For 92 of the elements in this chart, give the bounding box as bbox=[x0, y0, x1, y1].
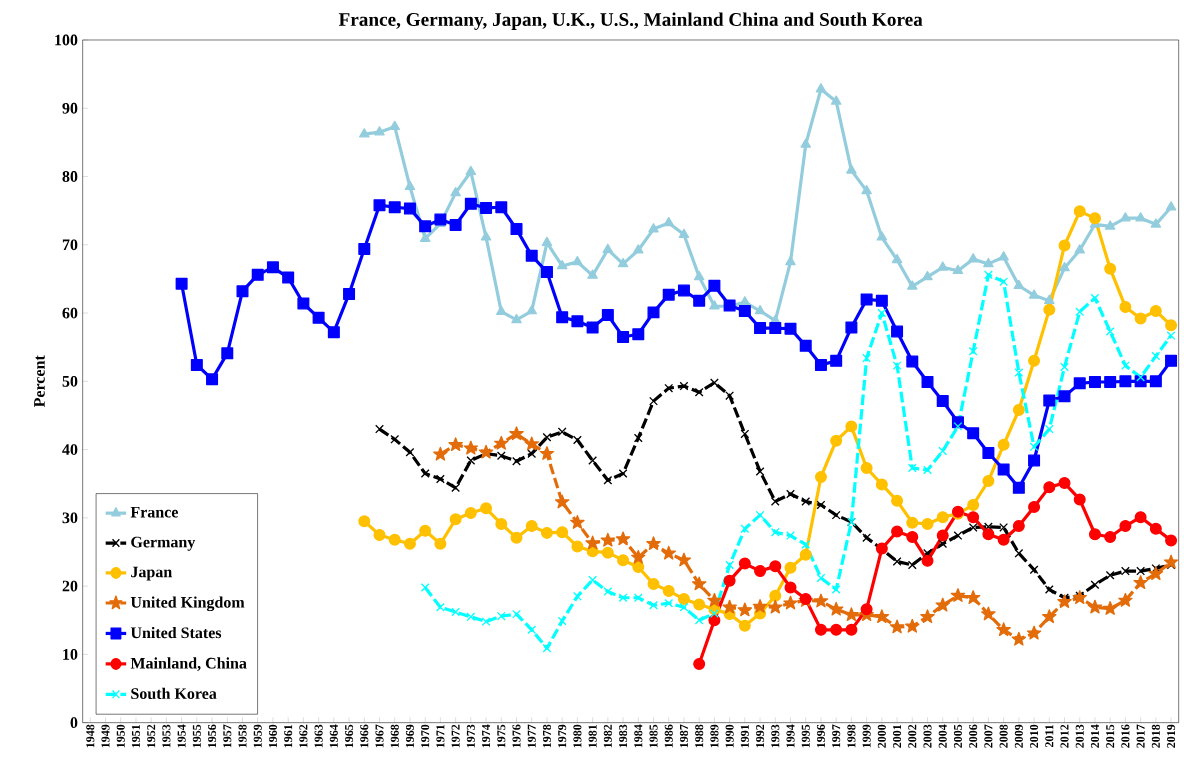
y-tick-label: 70 bbox=[62, 239, 78, 251]
x-tick-label: 1993 bbox=[771, 724, 780, 748]
x-tick-label: 2005 bbox=[953, 724, 963, 748]
chart-title: France, Germany, Japan, U.K., U.S., Mainland China and South Korea bbox=[338, 12, 923, 30]
x-tick-label: 1994 bbox=[786, 724, 795, 748]
x-tick-label: 1948 bbox=[86, 724, 95, 748]
legend-label: Japan bbox=[131, 566, 172, 581]
x-tick-label: 1976 bbox=[512, 724, 521, 748]
x-tick-label: 2000 bbox=[877, 724, 886, 748]
x-tick-label: 1985 bbox=[649, 724, 658, 748]
x-tick-label: 1977 bbox=[527, 724, 536, 748]
x-tick-label: 1978 bbox=[542, 724, 552, 748]
y-axis-title: Percent bbox=[34, 355, 45, 407]
x-tick-label: 1961 bbox=[284, 724, 293, 748]
x-tick-label: 1951 bbox=[131, 724, 140, 748]
x-tick-label: 2002 bbox=[908, 724, 917, 748]
y-tick-label: 10 bbox=[63, 648, 78, 660]
x-tick-label: 1984 bbox=[634, 724, 643, 748]
x-tick-label: 2016 bbox=[1121, 724, 1130, 748]
y-tick-label: 100 bbox=[55, 34, 78, 46]
x-tick-label: 1956 bbox=[208, 724, 217, 748]
x-tick-label: 2011 bbox=[1045, 724, 1054, 747]
legend-label: Germany bbox=[131, 536, 196, 551]
x-tick-label: 1981 bbox=[588, 724, 597, 748]
y-tick-label: 30 bbox=[62, 512, 78, 524]
x-tick-label: 1952 bbox=[147, 724, 156, 748]
x-tick-label: 1963 bbox=[314, 724, 323, 748]
x-tick-label: 2009 bbox=[1014, 724, 1023, 748]
x-tick-label: 2013 bbox=[1075, 724, 1084, 748]
legend-label: United Kingdom bbox=[130, 596, 245, 611]
x-tick-label: 1986 bbox=[664, 724, 673, 748]
x-tick-label: 1989 bbox=[710, 724, 719, 748]
x-tick-label: 2019 bbox=[1167, 724, 1176, 748]
legend-label: United States bbox=[130, 626, 222, 638]
x-tick-label: 1999 bbox=[862, 724, 871, 748]
y-tick-label: 40 bbox=[62, 444, 78, 455]
x-tick-label: 1958 bbox=[238, 724, 247, 748]
x-tick-label: 2006 bbox=[969, 724, 978, 748]
x-tick-label: 1996 bbox=[816, 724, 825, 748]
x-tick-label: 2010 bbox=[1030, 724, 1039, 748]
x-tick-label: 1962 bbox=[299, 724, 308, 748]
legend-label: Mainland, China bbox=[130, 657, 247, 671]
x-tick-label: 2008 bbox=[999, 724, 1008, 748]
x-tick-label: 2007 bbox=[984, 724, 993, 748]
x-tick-label: 1997 bbox=[832, 724, 841, 748]
x-tick-label: 1980 bbox=[573, 724, 582, 748]
x-tick-label: 1953 bbox=[162, 724, 171, 748]
x-tick-label: 1983 bbox=[619, 724, 628, 748]
x-tick-label: 1949 bbox=[101, 724, 110, 748]
x-tick-label: 1966 bbox=[360, 724, 369, 748]
x-tick-label: 1988 bbox=[695, 724, 704, 748]
x-tick-label: 1959 bbox=[253, 724, 262, 748]
x-tick-label: 2014 bbox=[1090, 724, 1100, 748]
y-tick-label: 50 bbox=[62, 375, 78, 387]
x-tick-label: 1972 bbox=[451, 724, 460, 748]
x-tick-label: 1998 bbox=[847, 724, 856, 748]
x-tick-label: 1954 bbox=[177, 724, 186, 748]
x-tick-label: 1965 bbox=[345, 724, 354, 748]
y-tick-label: 0 bbox=[70, 717, 78, 728]
x-tick-label: 1979 bbox=[558, 724, 567, 748]
x-tick-label: 1990 bbox=[725, 724, 734, 748]
y-tick-label: 90 bbox=[62, 102, 78, 114]
x-tick-label: 1987 bbox=[679, 724, 689, 748]
legend-label: South Korea bbox=[131, 687, 217, 699]
x-tick-label: 1957 bbox=[223, 724, 232, 748]
x-tick-label: 1992 bbox=[756, 724, 765, 748]
x-tick-label: 1973 bbox=[466, 724, 475, 748]
x-tick-label: 1960 bbox=[268, 724, 278, 748]
x-tick-label: 2012 bbox=[1060, 724, 1069, 748]
x-tick-label: 2018 bbox=[1151, 724, 1160, 748]
x-tick-label: 1975 bbox=[497, 724, 506, 748]
x-tick-label: 1955 bbox=[192, 724, 201, 748]
x-tick-label: 2004 bbox=[938, 724, 947, 748]
y-tick-label: 60 bbox=[62, 307, 78, 319]
x-tick-label: 1995 bbox=[801, 724, 810, 748]
x-tick-label: 2015 bbox=[1106, 724, 1115, 748]
x-tick-label: 1971 bbox=[436, 724, 445, 748]
x-tick-label: 2017 bbox=[1136, 724, 1145, 748]
y-tick-label: 80 bbox=[62, 170, 78, 182]
x-tick-label: 1967 bbox=[375, 724, 384, 748]
y-tick-label: 20 bbox=[62, 580, 78, 592]
x-tick-label: 1950 bbox=[116, 724, 125, 748]
x-tick-label: 1974 bbox=[482, 724, 491, 748]
x-tick-label: 1969 bbox=[405, 724, 414, 748]
x-tick-label: 2001 bbox=[893, 724, 902, 748]
x-tick-label: 1982 bbox=[603, 724, 612, 748]
x-tick-label: 1968 bbox=[390, 724, 399, 748]
legend-label: France bbox=[130, 506, 179, 518]
x-tick-label: 1964 bbox=[329, 724, 338, 748]
x-tick-label: 2003 bbox=[923, 724, 932, 748]
x-tick-label: 1991 bbox=[740, 724, 749, 748]
x-tick-label: 1970 bbox=[421, 724, 430, 748]
